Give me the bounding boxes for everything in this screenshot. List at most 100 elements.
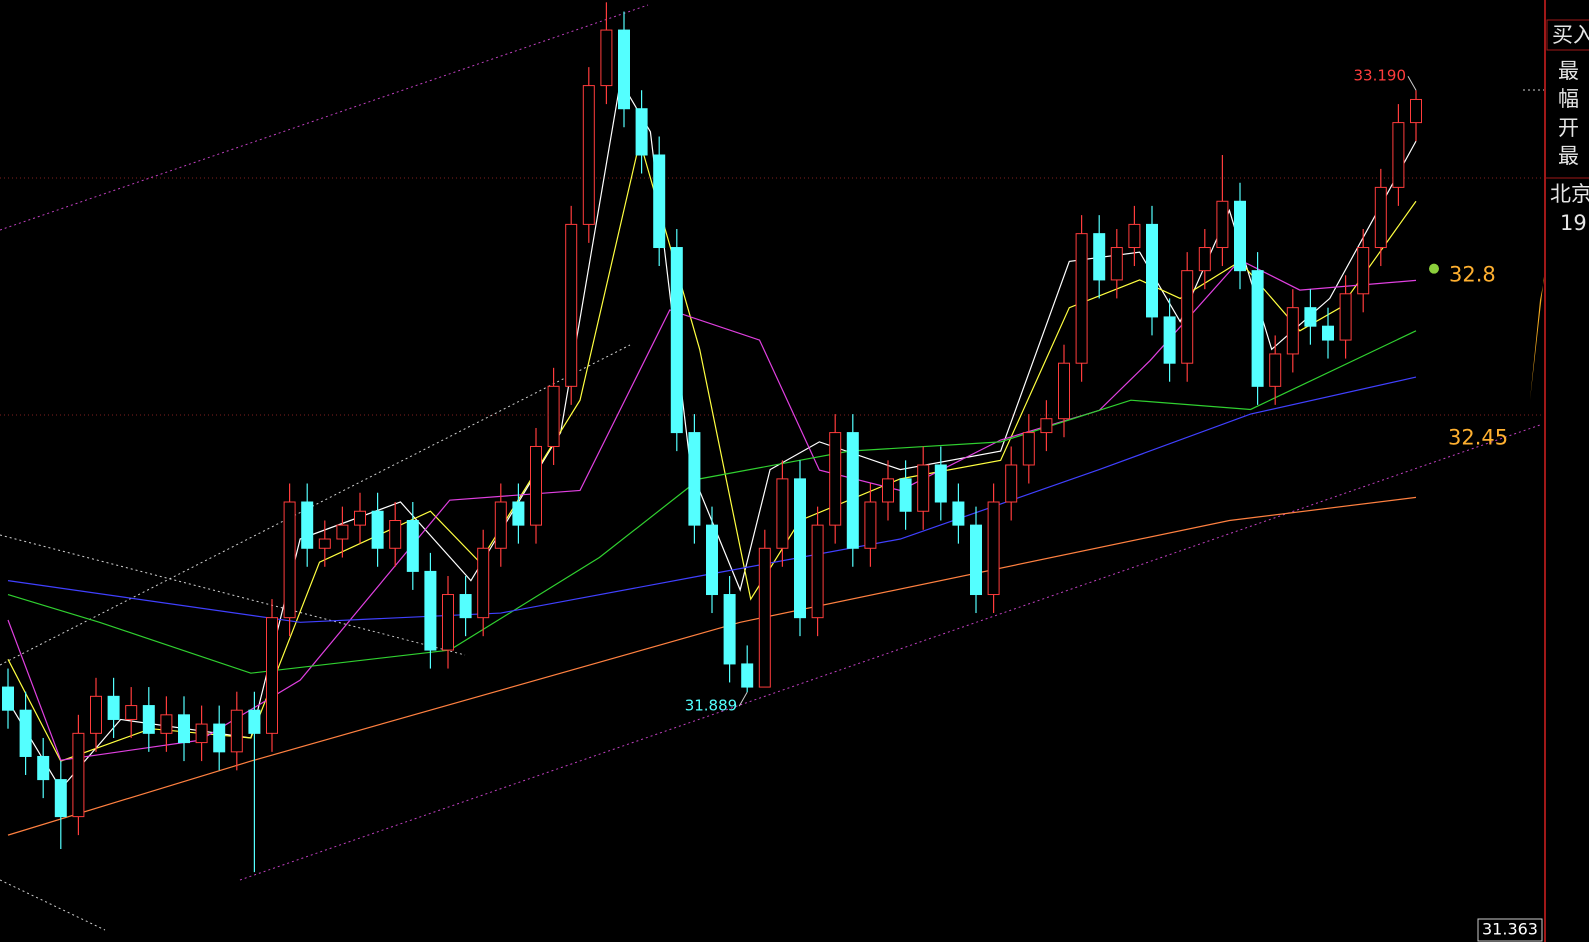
candle-body — [389, 520, 402, 549]
candle-body — [512, 501, 525, 526]
candle-body — [1110, 247, 1123, 281]
candle-body — [459, 594, 472, 619]
candle-body — [178, 714, 190, 744]
candle-body — [934, 464, 947, 503]
candle-body — [582, 85, 595, 225]
candle-body — [1058, 362, 1070, 420]
candle-body — [90, 695, 102, 734]
candle-body — [2, 686, 14, 711]
level-label: 32.45 — [1448, 426, 1508, 450]
candle-body — [776, 478, 789, 549]
candle-body — [406, 520, 419, 572]
candle-body — [266, 617, 278, 734]
candle-body — [1198, 247, 1211, 272]
panel-time: 19:0 — [1560, 211, 1589, 235]
annotation-label: 33.190 — [1354, 67, 1407, 85]
trend-line — [0, 879, 106, 931]
level-label: 32.8 — [1449, 263, 1496, 287]
candle-body — [318, 538, 331, 549]
candle-body — [618, 29, 630, 110]
candle-body — [706, 524, 718, 596]
candle-body — [882, 478, 894, 503]
level-dot — [1429, 263, 1439, 274]
candle-body — [688, 432, 701, 526]
candle-body — [1216, 200, 1229, 249]
annotation-pointer — [738, 691, 748, 707]
candle-body — [530, 445, 542, 526]
ma-line — [7, 330, 1417, 674]
candle-body — [442, 594, 454, 651]
candle-body — [494, 501, 507, 549]
candle-body — [741, 663, 754, 688]
candle-body — [1374, 186, 1387, 249]
candle-body — [1022, 432, 1035, 466]
candle-body — [477, 547, 490, 619]
candle-body — [1234, 200, 1246, 272]
candle-body — [54, 779, 67, 818]
candle-body — [653, 154, 666, 249]
candle-body — [1286, 307, 1299, 355]
candle-body — [37, 755, 50, 781]
candle-body — [371, 510, 384, 549]
candle-body — [794, 478, 806, 619]
last-price-label: 31.363 — [1482, 920, 1538, 939]
panel-row: 幅 — [1558, 87, 1579, 111]
panel-row: 开 — [1558, 116, 1579, 140]
candle-body — [142, 705, 155, 734]
candle-body — [1040, 418, 1053, 434]
trend-line — [0, 534, 466, 656]
candle-body — [1075, 233, 1088, 364]
plot: 33.190 31.889 32.8 32.45 31.363 — [2, 2, 1543, 942]
candle-body — [723, 594, 736, 665]
candle-body — [1357, 247, 1370, 295]
candle-body — [1163, 316, 1176, 364]
candle-body — [283, 501, 296, 619]
candle-body — [301, 501, 314, 549]
candle-body — [1304, 307, 1317, 327]
candle-body — [670, 247, 683, 434]
candle-body — [160, 714, 173, 734]
candle-body — [213, 723, 226, 753]
buy-box — [1546, 19, 1589, 51]
panel-city: 北京 — [1550, 182, 1589, 206]
candle-body — [811, 524, 824, 619]
candle-body — [424, 570, 437, 651]
candle-body — [917, 464, 930, 512]
candle-body — [829, 432, 842, 526]
candle-body — [1269, 353, 1282, 387]
trend-lines — [0, 4, 1545, 931]
candle-body — [1410, 98, 1422, 124]
candle-body — [635, 108, 648, 156]
candle-body — [230, 709, 243, 753]
ma-line — [7, 79, 1417, 790]
candle-body — [72, 732, 85, 818]
candle-body — [1146, 223, 1158, 318]
candle-body — [952, 501, 965, 526]
candle-body — [600, 29, 613, 87]
candle-body — [547, 385, 560, 447]
ma-line — [7, 496, 1417, 836]
candle-body — [565, 223, 578, 387]
candle-body — [248, 709, 261, 734]
candle-body — [1339, 293, 1352, 341]
candle-body — [19, 709, 32, 757]
candle-body — [1322, 325, 1334, 341]
candle-body — [987, 501, 1000, 596]
candle-body — [354, 510, 366, 526]
candle-body — [1392, 122, 1405, 188]
candle-body — [125, 705, 138, 720]
candle-body — [899, 478, 912, 512]
candle-body — [1128, 223, 1141, 249]
candle-body — [758, 547, 771, 688]
candle-body — [195, 723, 208, 744]
candle-body — [1005, 464, 1018, 503]
candle-body — [336, 524, 349, 540]
candle-body — [846, 432, 859, 549]
panel-bg — [1545, 0, 1589, 942]
candle-body — [970, 524, 982, 596]
candle-body — [1251, 270, 1264, 387]
candle-body — [1093, 233, 1106, 281]
panel-row: 最 — [1558, 144, 1579, 168]
